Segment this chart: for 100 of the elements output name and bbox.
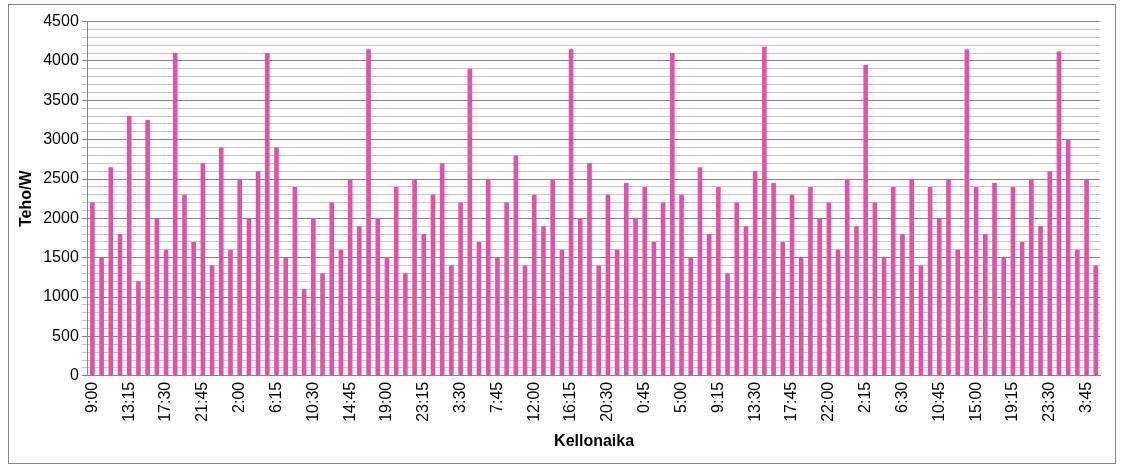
bar [283,257,289,376]
y-tick-label: 500 [52,326,79,344]
y-tick-label: 2000 [43,208,79,226]
bar [900,234,905,376]
bar [274,147,279,376]
bar [762,46,767,376]
bar [191,241,196,376]
x-tick-label: 23:15 [414,381,432,422]
bar [670,53,675,376]
x-tick-label: 14:45 [340,381,358,422]
bar [136,281,141,376]
x-tick-label: 16:15 [561,381,579,422]
x-tick-label: 19:15 [1003,381,1021,422]
bar [126,116,132,376]
bar [329,202,335,376]
y-tick-label: 3500 [43,90,79,108]
bar [99,257,104,376]
bar [983,234,988,376]
x-tick-label: 2:00 [230,381,248,413]
bar [624,182,629,376]
x-tick-label: 10:30 [303,381,321,422]
x-tick-label: 20:30 [598,381,616,422]
bar [587,163,592,376]
bar [1029,179,1034,376]
bar [439,163,445,376]
bar [311,218,316,376]
x-tick-label: 9:15 [708,381,726,413]
bar [946,179,951,376]
bar [1038,226,1043,376]
bar [1047,171,1053,376]
bar [688,257,694,376]
y-tick-label: 4500 [43,12,79,30]
x-tick-label: 13:30 [745,381,763,422]
y-tick-label: 4000 [43,51,79,69]
x-tick-label: 0:45 [635,381,653,413]
bar [716,186,721,376]
x-tick-label: 6:30 [892,381,910,413]
bar [182,194,187,376]
bar [237,179,242,376]
bar [495,257,500,376]
bar [320,273,325,376]
bar [366,49,371,376]
x-tick-label: 5:00 [671,381,689,413]
bar [955,249,960,376]
bar [412,179,417,376]
x-tick-label: 19:00 [377,381,395,422]
bar [734,202,740,376]
bar [265,53,270,376]
bar [449,265,454,376]
bar [172,53,178,376]
bar [808,186,813,376]
bar [504,202,509,376]
x-tick-label: 7:45 [487,381,505,413]
bar [228,249,233,376]
x-tick-label: 3:45 [1076,381,1094,413]
x-tick-label: 9:00 [82,381,100,413]
bar [531,194,537,376]
bar [679,194,684,376]
bar [357,226,362,376]
bar [458,202,463,376]
bar [541,226,546,376]
bar [633,218,638,376]
bar [817,218,822,376]
bar [577,218,583,376]
bar [1001,257,1007,376]
y-tick-label: 1000 [43,287,79,305]
bar [909,179,914,376]
x-tick-label: 6:15 [266,381,284,413]
bar [936,218,942,376]
x-tick-label: 17:30 [156,381,174,422]
x-tick-label: 10:45 [929,381,947,422]
bar [771,182,776,376]
bar [890,186,896,376]
bar [798,257,804,376]
bar [485,179,491,376]
y-axis-title: Teho/W [17,169,35,227]
bar [421,234,427,376]
x-tick-label: 2:15 [856,381,874,413]
x-tick-label: 15:00 [966,381,984,422]
bar [992,182,997,376]
x-tick-label: 22:00 [819,381,837,422]
bar [90,202,95,376]
bar [218,147,224,376]
bar [780,241,786,376]
x-tick-label: 21:45 [193,381,211,422]
bar [1084,179,1089,376]
bar [550,179,555,376]
x-tick-label: 13:15 [119,381,137,422]
bar [1093,265,1099,376]
bar [145,119,150,376]
x-tick-label: 17:45 [782,381,800,422]
x-tick-label: 3:30 [451,381,469,413]
bar [596,265,601,376]
bar [1075,249,1080,376]
y-tick-label: 0 [69,366,79,384]
y-tick-label: 3000 [43,130,79,148]
bar [375,218,381,376]
y-tick-label: 2500 [43,169,79,187]
x-axis-title: Kellonaika [554,431,635,449]
bar [642,186,648,376]
